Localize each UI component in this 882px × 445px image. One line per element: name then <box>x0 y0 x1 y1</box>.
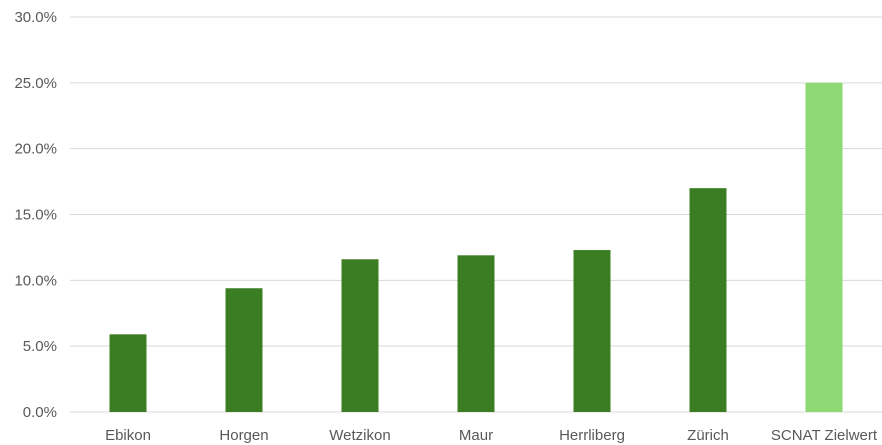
bar-maur <box>457 255 495 412</box>
y-tick-label: 0.0% <box>23 404 57 421</box>
y-tick-label: 10.0% <box>14 272 57 289</box>
bar-wetzikon <box>341 259 379 412</box>
y-tick-label: 15.0% <box>14 207 57 224</box>
x-category-label: Ebikon <box>105 427 151 444</box>
x-category-label: Maur <box>459 427 493 444</box>
bar-scnat-zielwert <box>805 82 843 412</box>
bar-horgen <box>225 288 263 412</box>
x-category-label: Herrliberg <box>559 427 625 444</box>
x-category-label: Wetzikon <box>329 427 390 444</box>
y-tick-label: 25.0% <box>14 75 57 92</box>
x-category-label: Zürich <box>687 427 729 444</box>
y-tick-label: 20.0% <box>14 141 57 158</box>
x-category-label: SCNAT Zielwert <box>771 427 878 444</box>
y-tick-label: 5.0% <box>23 338 57 355</box>
x-axis-category-labels: Ebikon Horgen Wetzikon Maur Herrliberg Zürich… <box>105 427 878 444</box>
bar-herrliberg <box>573 250 611 412</box>
bar-ebikon <box>109 334 147 412</box>
bar-z-rich <box>689 188 727 412</box>
y-tick-label: 30.0% <box>14 9 57 26</box>
bars <box>109 82 843 412</box>
y-axis-tick-labels: 0.0% 5.0% 10.0% 15.0% 20.0% 25.0% 30.0% <box>14 9 57 421</box>
x-category-label: Horgen <box>219 427 268 444</box>
